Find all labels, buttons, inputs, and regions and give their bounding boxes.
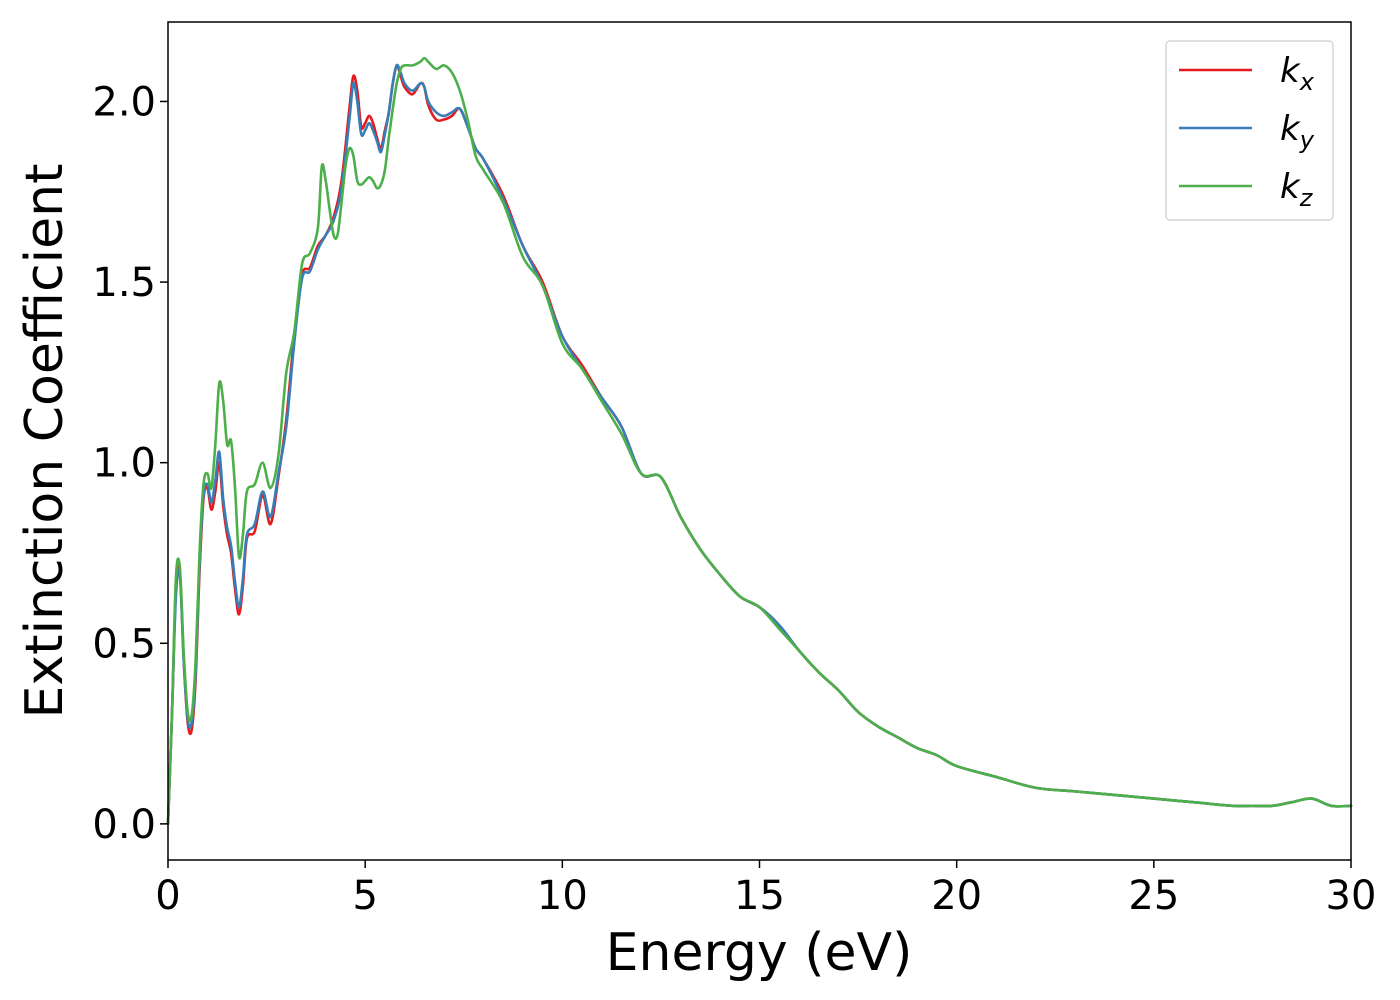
y-axis-label: Extinction Coefficient	[15, 164, 75, 719]
x-tick-label: 25	[1128, 873, 1179, 919]
series-line-k-z	[166, 56, 1353, 826]
y-tick-label: 0.5	[92, 621, 156, 667]
x-tick-label: 30	[1326, 873, 1377, 919]
y-axis: 0.0 0.5 1.0 1.5 2.0	[92, 79, 168, 848]
x-tick-label: 10	[537, 873, 588, 919]
x-tick-label: 5	[352, 873, 377, 919]
x-tick-label: 0	[155, 873, 180, 919]
y-tick-label: 0.0	[92, 802, 156, 848]
legend-label-k-y: ky	[1280, 109, 1315, 154]
legend: kx ky kz	[1165, 40, 1334, 221]
legend-label-k-x: kx	[1280, 51, 1315, 96]
x-axis: 0 5 10 15 20 25 30	[155, 860, 1376, 919]
y-tick-label: 1.0	[92, 441, 156, 487]
x-tick-label: 20	[931, 873, 982, 919]
legend-label-k-z: kz	[1280, 167, 1314, 212]
series-layer	[166, 56, 1353, 826]
y-tick-label: 1.5	[92, 260, 156, 306]
x-tick-label: 15	[734, 873, 785, 919]
x-axis-label: Energy (eV)	[606, 923, 913, 983]
y-tick-label: 2.0	[92, 79, 156, 125]
legend-items: kx ky kz	[1179, 51, 1315, 212]
legend-box	[1165, 40, 1334, 221]
